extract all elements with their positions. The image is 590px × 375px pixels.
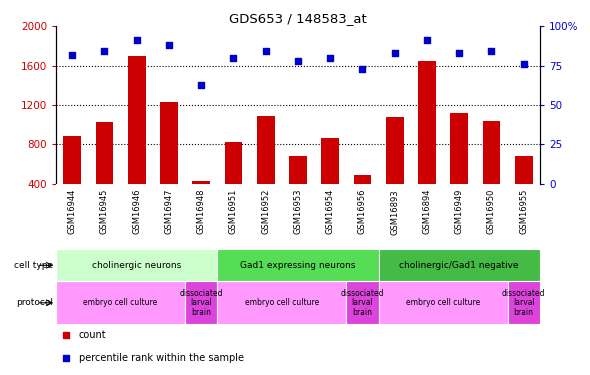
Bar xyxy=(507,281,540,324)
Text: dissociated
larval
brain: dissociated larval brain xyxy=(502,289,546,317)
Text: GSM16947: GSM16947 xyxy=(165,189,173,234)
Text: GSM16949: GSM16949 xyxy=(455,189,464,234)
Bar xyxy=(56,249,217,281)
Point xyxy=(61,355,70,361)
Point xyxy=(196,81,206,87)
Bar xyxy=(160,102,178,223)
Bar xyxy=(96,122,113,223)
Bar xyxy=(289,156,307,223)
Bar xyxy=(322,138,339,223)
Text: GSM16893: GSM16893 xyxy=(390,189,399,235)
Bar xyxy=(185,281,217,324)
Text: Gad1 expressing neurons: Gad1 expressing neurons xyxy=(240,261,356,270)
Text: cell type: cell type xyxy=(14,261,53,270)
Title: GDS653 / 148583_at: GDS653 / 148583_at xyxy=(229,12,367,25)
Bar xyxy=(257,116,274,223)
Text: protocol: protocol xyxy=(16,298,53,307)
Bar xyxy=(483,121,500,223)
Point xyxy=(390,50,399,56)
Text: dissociated
larval
brain: dissociated larval brain xyxy=(340,289,384,317)
Text: GSM16951: GSM16951 xyxy=(229,189,238,234)
Point xyxy=(519,61,529,67)
Bar xyxy=(192,181,210,223)
Point xyxy=(164,42,173,48)
Point xyxy=(422,38,432,44)
Bar xyxy=(128,56,146,223)
Point xyxy=(293,58,303,64)
Text: embryo cell culture: embryo cell culture xyxy=(83,298,158,307)
Bar xyxy=(418,61,436,223)
Text: cholinergic/Gad1 negative: cholinergic/Gad1 negative xyxy=(399,261,519,270)
Point xyxy=(358,66,367,72)
Point xyxy=(67,52,77,58)
Bar xyxy=(386,117,404,223)
Bar xyxy=(379,249,540,281)
Text: count: count xyxy=(78,330,106,340)
Text: dissociated
larval
brain: dissociated larval brain xyxy=(179,289,223,317)
Bar xyxy=(225,142,242,223)
Bar xyxy=(353,175,371,223)
Text: GSM16944: GSM16944 xyxy=(68,189,77,234)
Bar xyxy=(63,136,81,223)
Text: GSM16946: GSM16946 xyxy=(132,189,141,234)
Bar xyxy=(217,281,346,324)
Text: GSM16894: GSM16894 xyxy=(422,189,431,234)
Text: GSM16956: GSM16956 xyxy=(358,189,367,234)
Text: GSM16953: GSM16953 xyxy=(293,189,303,234)
Point xyxy=(100,48,109,54)
Point xyxy=(261,48,270,54)
Point xyxy=(61,332,70,338)
Bar xyxy=(515,156,533,223)
Text: GSM16948: GSM16948 xyxy=(196,189,206,234)
Bar xyxy=(450,113,468,223)
Point xyxy=(454,50,464,56)
Text: embryo cell culture: embryo cell culture xyxy=(406,298,480,307)
Bar xyxy=(379,281,507,324)
Bar xyxy=(346,281,379,324)
Point xyxy=(132,38,142,44)
Point xyxy=(326,55,335,61)
Bar xyxy=(56,281,185,324)
Text: GSM16955: GSM16955 xyxy=(519,189,528,234)
Text: percentile rank within the sample: percentile rank within the sample xyxy=(78,353,244,363)
Text: cholinergic neurons: cholinergic neurons xyxy=(92,261,181,270)
Text: embryo cell culture: embryo cell culture xyxy=(245,298,319,307)
Text: GSM16952: GSM16952 xyxy=(261,189,270,234)
Bar xyxy=(217,249,379,281)
Point xyxy=(487,48,496,54)
Text: GSM16945: GSM16945 xyxy=(100,189,109,234)
Text: GSM16950: GSM16950 xyxy=(487,189,496,234)
Text: GSM16954: GSM16954 xyxy=(326,189,335,234)
Point xyxy=(229,55,238,61)
